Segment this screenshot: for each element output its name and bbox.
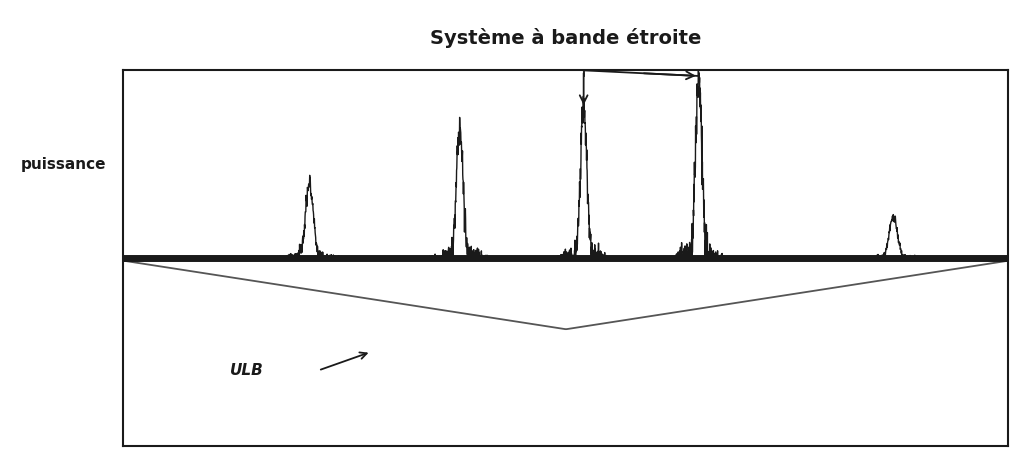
Text: ULB: ULB (229, 363, 263, 378)
Text: Système à bande étroite: Système à bande étroite (430, 28, 702, 47)
Text: puissance: puissance (21, 157, 106, 172)
